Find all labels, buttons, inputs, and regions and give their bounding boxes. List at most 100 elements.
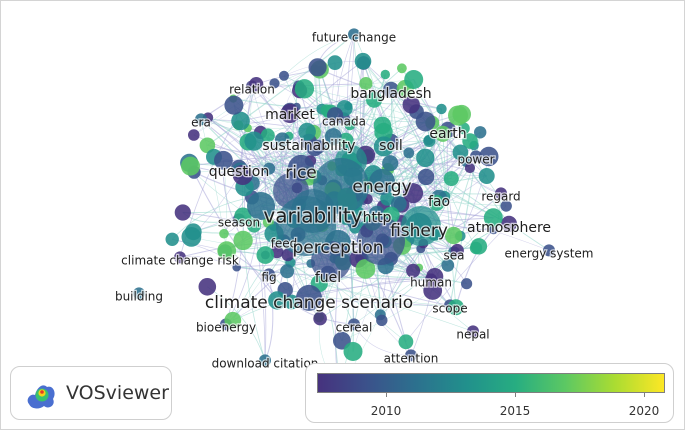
- term-node[interactable]: [188, 129, 200, 141]
- term-node[interactable]: [338, 132, 354, 149]
- term-node[interactable]: [343, 342, 363, 361]
- term-node[interactable]: [233, 230, 253, 251]
- term-node[interactable]: [294, 79, 315, 99]
- term-node[interactable]: [444, 226, 463, 245]
- term-node[interactable]: [348, 28, 360, 41]
- term-node[interactable]: [284, 294, 299, 310]
- term-node[interactable]: [263, 162, 276, 175]
- label-energy[interactable]: energy: [351, 176, 413, 198]
- label-variability[interactable]: variability: [262, 202, 364, 228]
- label-canada[interactable]: canada: [321, 113, 367, 129]
- term-node[interactable]: [402, 96, 420, 114]
- term-node[interactable]: [260, 128, 275, 143]
- term-node[interactable]: [416, 148, 435, 168]
- term-node[interactable]: [219, 228, 229, 239]
- term-node[interactable]: [415, 111, 436, 132]
- term-node[interactable]: [298, 122, 316, 141]
- term-node[interactable]: [474, 126, 487, 139]
- term-node[interactable]: [199, 137, 216, 154]
- term-node[interactable]: [470, 238, 488, 255]
- term-node[interactable]: [376, 314, 388, 326]
- term-node[interactable]: [181, 156, 200, 176]
- label-nepal[interactable]: nepal: [455, 326, 491, 342]
- term-node[interactable]: [374, 122, 393, 142]
- label-sea[interactable]: sea: [442, 247, 465, 263]
- term-node[interactable]: [501, 215, 517, 232]
- term-node[interactable]: [426, 268, 444, 285]
- term-node[interactable]: [198, 278, 217, 296]
- term-node[interactable]: [403, 183, 424, 204]
- label-perception[interactable]: perception: [291, 237, 384, 259]
- term-node[interactable]: [165, 232, 179, 246]
- label-building[interactable]: building: [114, 288, 164, 304]
- term-node[interactable]: [133, 287, 145, 300]
- label-download-citation[interactable]: download citation: [210, 355, 319, 371]
- term-node[interactable]: [214, 150, 233, 170]
- label-scope[interactable]: scope: [431, 300, 469, 316]
- term-node[interactable]: [464, 162, 475, 174]
- term-node[interactable]: [483, 208, 503, 228]
- term-node[interactable]: [467, 325, 479, 338]
- term-node[interactable]: [406, 263, 421, 278]
- term-node[interactable]: [280, 264, 295, 279]
- label-earth[interactable]: earth: [428, 125, 468, 143]
- term-node[interactable]: [348, 318, 360, 331]
- term-node[interactable]: [403, 147, 415, 159]
- term-node[interactable]: [308, 58, 327, 77]
- term-node[interactable]: [380, 69, 390, 80]
- term-node[interactable]: [174, 251, 186, 264]
- term-node[interactable]: [404, 70, 424, 89]
- term-node[interactable]: [366, 91, 383, 108]
- label-attention[interactable]: attention: [382, 350, 439, 366]
- term-node[interactable]: [280, 103, 300, 124]
- term-node[interactable]: [452, 144, 469, 161]
- term-node[interactable]: [275, 132, 290, 147]
- term-node[interactable]: [443, 171, 459, 187]
- term-node[interactable]: [231, 111, 250, 131]
- term-node[interactable]: [405, 349, 417, 362]
- term-node[interactable]: [436, 103, 447, 115]
- term-node[interactable]: [428, 194, 445, 211]
- label-climate-change-scenario[interactable]: climate change scenario: [204, 292, 415, 314]
- term-node[interactable]: [478, 168, 495, 184]
- label-fuel[interactable]: fuel: [314, 269, 343, 287]
- label-era[interactable]: era: [190, 114, 212, 130]
- network-nodes[interactable]: [133, 28, 555, 397]
- term-node[interactable]: [313, 311, 327, 326]
- term-node[interactable]: [327, 55, 343, 70]
- term-node[interactable]: [417, 168, 435, 186]
- term-node[interactable]: [224, 311, 242, 329]
- term-node[interactable]: [461, 278, 473, 290]
- label-atmosphere[interactable]: atmosphere: [466, 219, 552, 237]
- term-node[interactable]: [441, 258, 455, 272]
- label-power[interactable]: power: [456, 151, 496, 167]
- term-node[interactable]: [500, 200, 512, 212]
- term-node[interactable]: [195, 113, 207, 126]
- label-fishery[interactable]: fishery: [389, 220, 449, 242]
- term-node[interactable]: [448, 105, 468, 126]
- term-node[interactable]: [382, 155, 399, 172]
- term-node[interactable]: [355, 259, 376, 279]
- term-node[interactable]: [306, 139, 324, 157]
- label-climate-change-risk[interactable]: climate change risk: [120, 252, 240, 268]
- term-node[interactable]: [247, 192, 275, 220]
- term-node[interactable]: [373, 136, 394, 157]
- label-energy-system[interactable]: energy system: [503, 245, 594, 261]
- term-node[interactable]: [246, 218, 262, 233]
- term-node[interactable]: [217, 241, 237, 261]
- label-relation[interactable]: relation: [228, 81, 276, 97]
- term-node[interactable]: [401, 206, 441, 246]
- term-node[interactable]: [543, 244, 555, 257]
- label-soil[interactable]: soil: [378, 137, 404, 155]
- term-node[interactable]: [324, 128, 342, 145]
- term-node[interactable]: [488, 224, 499, 235]
- term-node[interactable]: [259, 354, 271, 367]
- term-node[interactable]: [383, 81, 399, 98]
- label-question[interactable]: question: [208, 163, 271, 181]
- term-node[interactable]: [268, 291, 287, 310]
- term-node[interactable]: [447, 299, 464, 316]
- term-node[interactable]: [181, 227, 202, 247]
- term-node[interactable]: [249, 77, 264, 92]
